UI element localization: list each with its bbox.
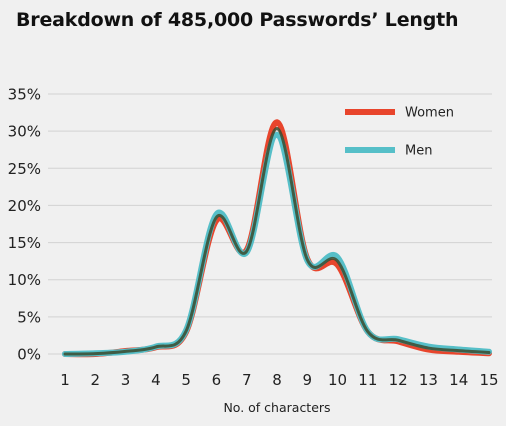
y-tick-label: 35% (8, 86, 41, 104)
x-axis-label: No. of characters (223, 400, 330, 415)
x-tick-label: 12 (389, 371, 408, 389)
series-line-men (62, 131, 492, 357)
y-tick-label: 5% (17, 308, 41, 326)
x-tick-label: 3 (121, 371, 131, 389)
y-axis-ticks: 0% 5% 10% 15% 20% 25% 30% 35% (8, 86, 41, 364)
x-tick-label: 7 (242, 371, 252, 389)
x-tick-label: 15 (479, 371, 498, 389)
x-axis-ticks: 1 2 3 4 5 6 7 8 9 10 11 12 13 14 15 (60, 371, 498, 389)
x-tick-label: 11 (358, 371, 377, 389)
x-tick-label: 2 (91, 371, 101, 389)
x-tick-label: 4 (151, 371, 161, 389)
y-tick-label: 10% (8, 271, 41, 289)
y-tick-label: 30% (8, 123, 41, 141)
x-tick-label: 6 (212, 371, 222, 389)
legend-label-men: Men (405, 144, 432, 159)
series-overlap-line (63, 127, 491, 356)
x-tick-label: 13 (419, 371, 438, 389)
grid-lines (48, 93, 492, 355)
x-tick-label: 10 (328, 371, 347, 389)
y-tick-label: 20% (8, 197, 41, 215)
x-tick-label: 1 (60, 371, 70, 389)
x-tick-label: 8 (272, 371, 282, 389)
chart-title: Breakdown of 485,000 Passwords’ Length (16, 9, 459, 31)
x-tick-label: 5 (181, 371, 191, 389)
x-tick-label: 14 (449, 371, 468, 389)
series-lines (62, 119, 492, 358)
y-tick-label: 25% (8, 160, 41, 178)
legend: Women Men (345, 106, 454, 159)
y-tick-label: 15% (8, 234, 41, 252)
legend-label-women: Women (405, 106, 454, 121)
y-tick-label: 0% (17, 346, 41, 364)
x-tick-label: 9 (303, 371, 313, 389)
